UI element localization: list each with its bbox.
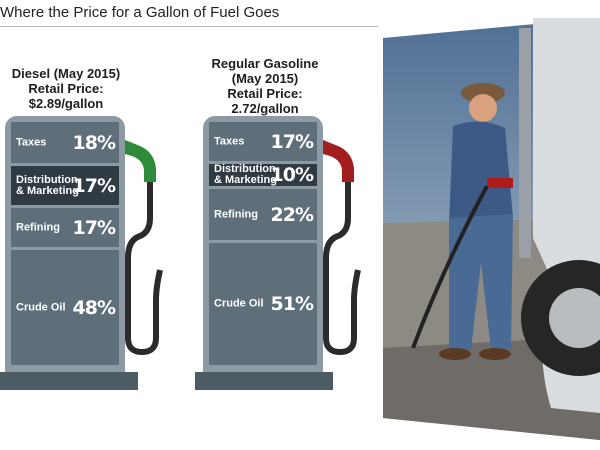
segment-crude-oil: Crude Oil 48%	[11, 250, 119, 365]
gasoline-nozzle-icon	[323, 140, 354, 182]
gasoline-pump: Taxes 17% Distribution & Marketing 10% Refin…	[203, 116, 323, 374]
gasoline-title: Regular Gasoline	[211, 56, 319, 71]
segment-distribution-marketing: Distribution & Marketing 17%	[11, 166, 119, 205]
title-divider	[0, 26, 378, 27]
segment-refining: Refining 22%	[209, 189, 317, 240]
segment-taxes: Taxes 17%	[209, 122, 317, 161]
segment-label: Distribution & Marketing	[214, 163, 277, 186]
diesel-hose	[125, 178, 163, 356]
segment-refining: Refining 17%	[11, 208, 119, 247]
gasoline-pump-base	[195, 372, 333, 390]
diesel-pump: Taxes 18% Distribution & Marketing 17% Refin…	[5, 116, 125, 374]
segment-value: 51%	[270, 293, 314, 315]
segment-value: 17%	[270, 130, 314, 153]
segment-value: 22%	[270, 203, 314, 226]
segment-label: Crude Oil	[16, 301, 66, 313]
segment-distribution-marketing: Distribution & Marketing 10%	[209, 164, 317, 186]
segment-crude-oil: Crude Oil 51%	[209, 243, 317, 365]
segment-label: Distribution & Marketing	[16, 173, 79, 197]
segment-label: Taxes	[214, 135, 245, 147]
diesel-nozzle-icon	[125, 140, 156, 182]
segment-value: 18%	[72, 131, 116, 154]
segment-label: Taxes	[16, 136, 47, 148]
chart-title: Where the Price for a Gallon of Fuel Goe…	[0, 4, 280, 21]
segment-label: Refining	[214, 208, 258, 220]
trucker-fueling-photo	[383, 18, 600, 440]
gasoline-pump-heading: Regular Gasoline (May 2015) Retail Price…	[195, 56, 335, 116]
diesel-pump-heading: Diesel (May 2015) Retail Price: $2.89/ga…	[0, 66, 132, 111]
gasoline-hose	[323, 178, 361, 356]
segment-value: 10%	[270, 164, 314, 186]
gasoline-price: Retail Price: 2.72/gallon	[227, 86, 303, 116]
segment-label: Crude Oil	[214, 297, 264, 310]
segment-taxes: Taxes 18%	[11, 122, 119, 163]
segment-label: Refining	[16, 221, 60, 233]
segment-value: 48%	[72, 296, 116, 319]
gasoline-title-date: (May 2015)	[231, 71, 299, 86]
segment-value: 17%	[72, 216, 116, 239]
diesel-title: Diesel (May 2015)	[11, 66, 121, 81]
diesel-price: Retail Price: $2.89/gallon	[28, 81, 104, 111]
diesel-pump-base	[0, 372, 138, 390]
segment-value: 17%	[72, 174, 116, 197]
